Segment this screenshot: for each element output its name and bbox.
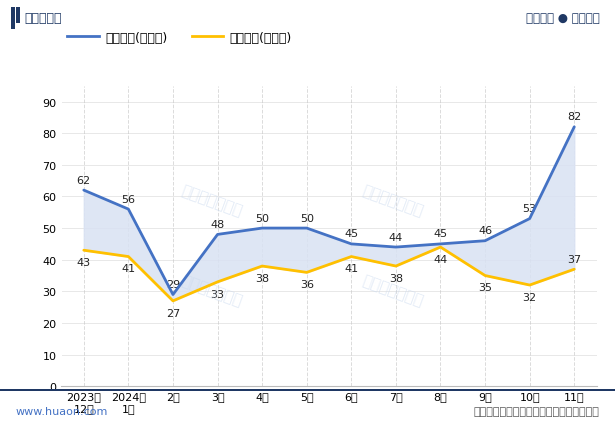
Text: 53: 53 (523, 204, 537, 213)
Text: 数据来源：中国海关，华经产业研究院整理: 数据来源：中国海关，华经产业研究院整理 (474, 406, 600, 416)
Text: 29: 29 (166, 279, 180, 289)
Text: 华经情报网: 华经情报网 (25, 12, 62, 25)
Text: 35: 35 (478, 283, 492, 293)
Text: 2023-2024年广西壮族自治区商品收发货人所在地进、出口额: 2023-2024年广西壮族自治区商品收发货人所在地进、出口额 (120, 52, 495, 72)
Text: 41: 41 (344, 264, 359, 274)
Text: 56: 56 (121, 194, 135, 204)
Text: 华经产业研究院: 华经产业研究院 (179, 182, 244, 219)
Text: 44: 44 (434, 254, 448, 265)
Text: 华经产业研究院: 华经产业研究院 (179, 273, 244, 308)
Text: 45: 45 (434, 229, 448, 239)
Text: 50: 50 (300, 213, 314, 223)
Text: 27: 27 (166, 308, 180, 318)
Text: 48: 48 (210, 219, 224, 229)
Text: 46: 46 (478, 226, 492, 236)
Text: 华经产业研究院: 华经产业研究院 (360, 273, 426, 308)
Legend: 出口总额(亿美元), 进口总额(亿美元): 出口总额(亿美元), 进口总额(亿美元) (62, 27, 297, 50)
Text: 32: 32 (523, 292, 537, 302)
Text: 43: 43 (77, 258, 91, 268)
Text: 37: 37 (567, 254, 581, 264)
Bar (0, 389, 615, 391)
Text: 50: 50 (255, 213, 269, 223)
Text: 33: 33 (210, 289, 224, 299)
Text: 45: 45 (344, 229, 359, 239)
Text: 专业严谨 ● 客观科学: 专业严谨 ● 客观科学 (526, 12, 600, 25)
Text: 38: 38 (255, 273, 269, 283)
Text: 38: 38 (389, 273, 403, 283)
Text: 华经产业研究院: 华经产业研究院 (360, 182, 426, 219)
Text: www.huaon.com: www.huaon.com (15, 406, 108, 416)
Bar (16, 8, 20, 24)
Text: 82: 82 (567, 112, 581, 122)
Text: 36: 36 (300, 279, 314, 290)
Text: 44: 44 (389, 232, 403, 242)
Text: 62: 62 (77, 175, 91, 185)
Text: 41: 41 (121, 264, 135, 274)
Bar (11, 8, 15, 30)
